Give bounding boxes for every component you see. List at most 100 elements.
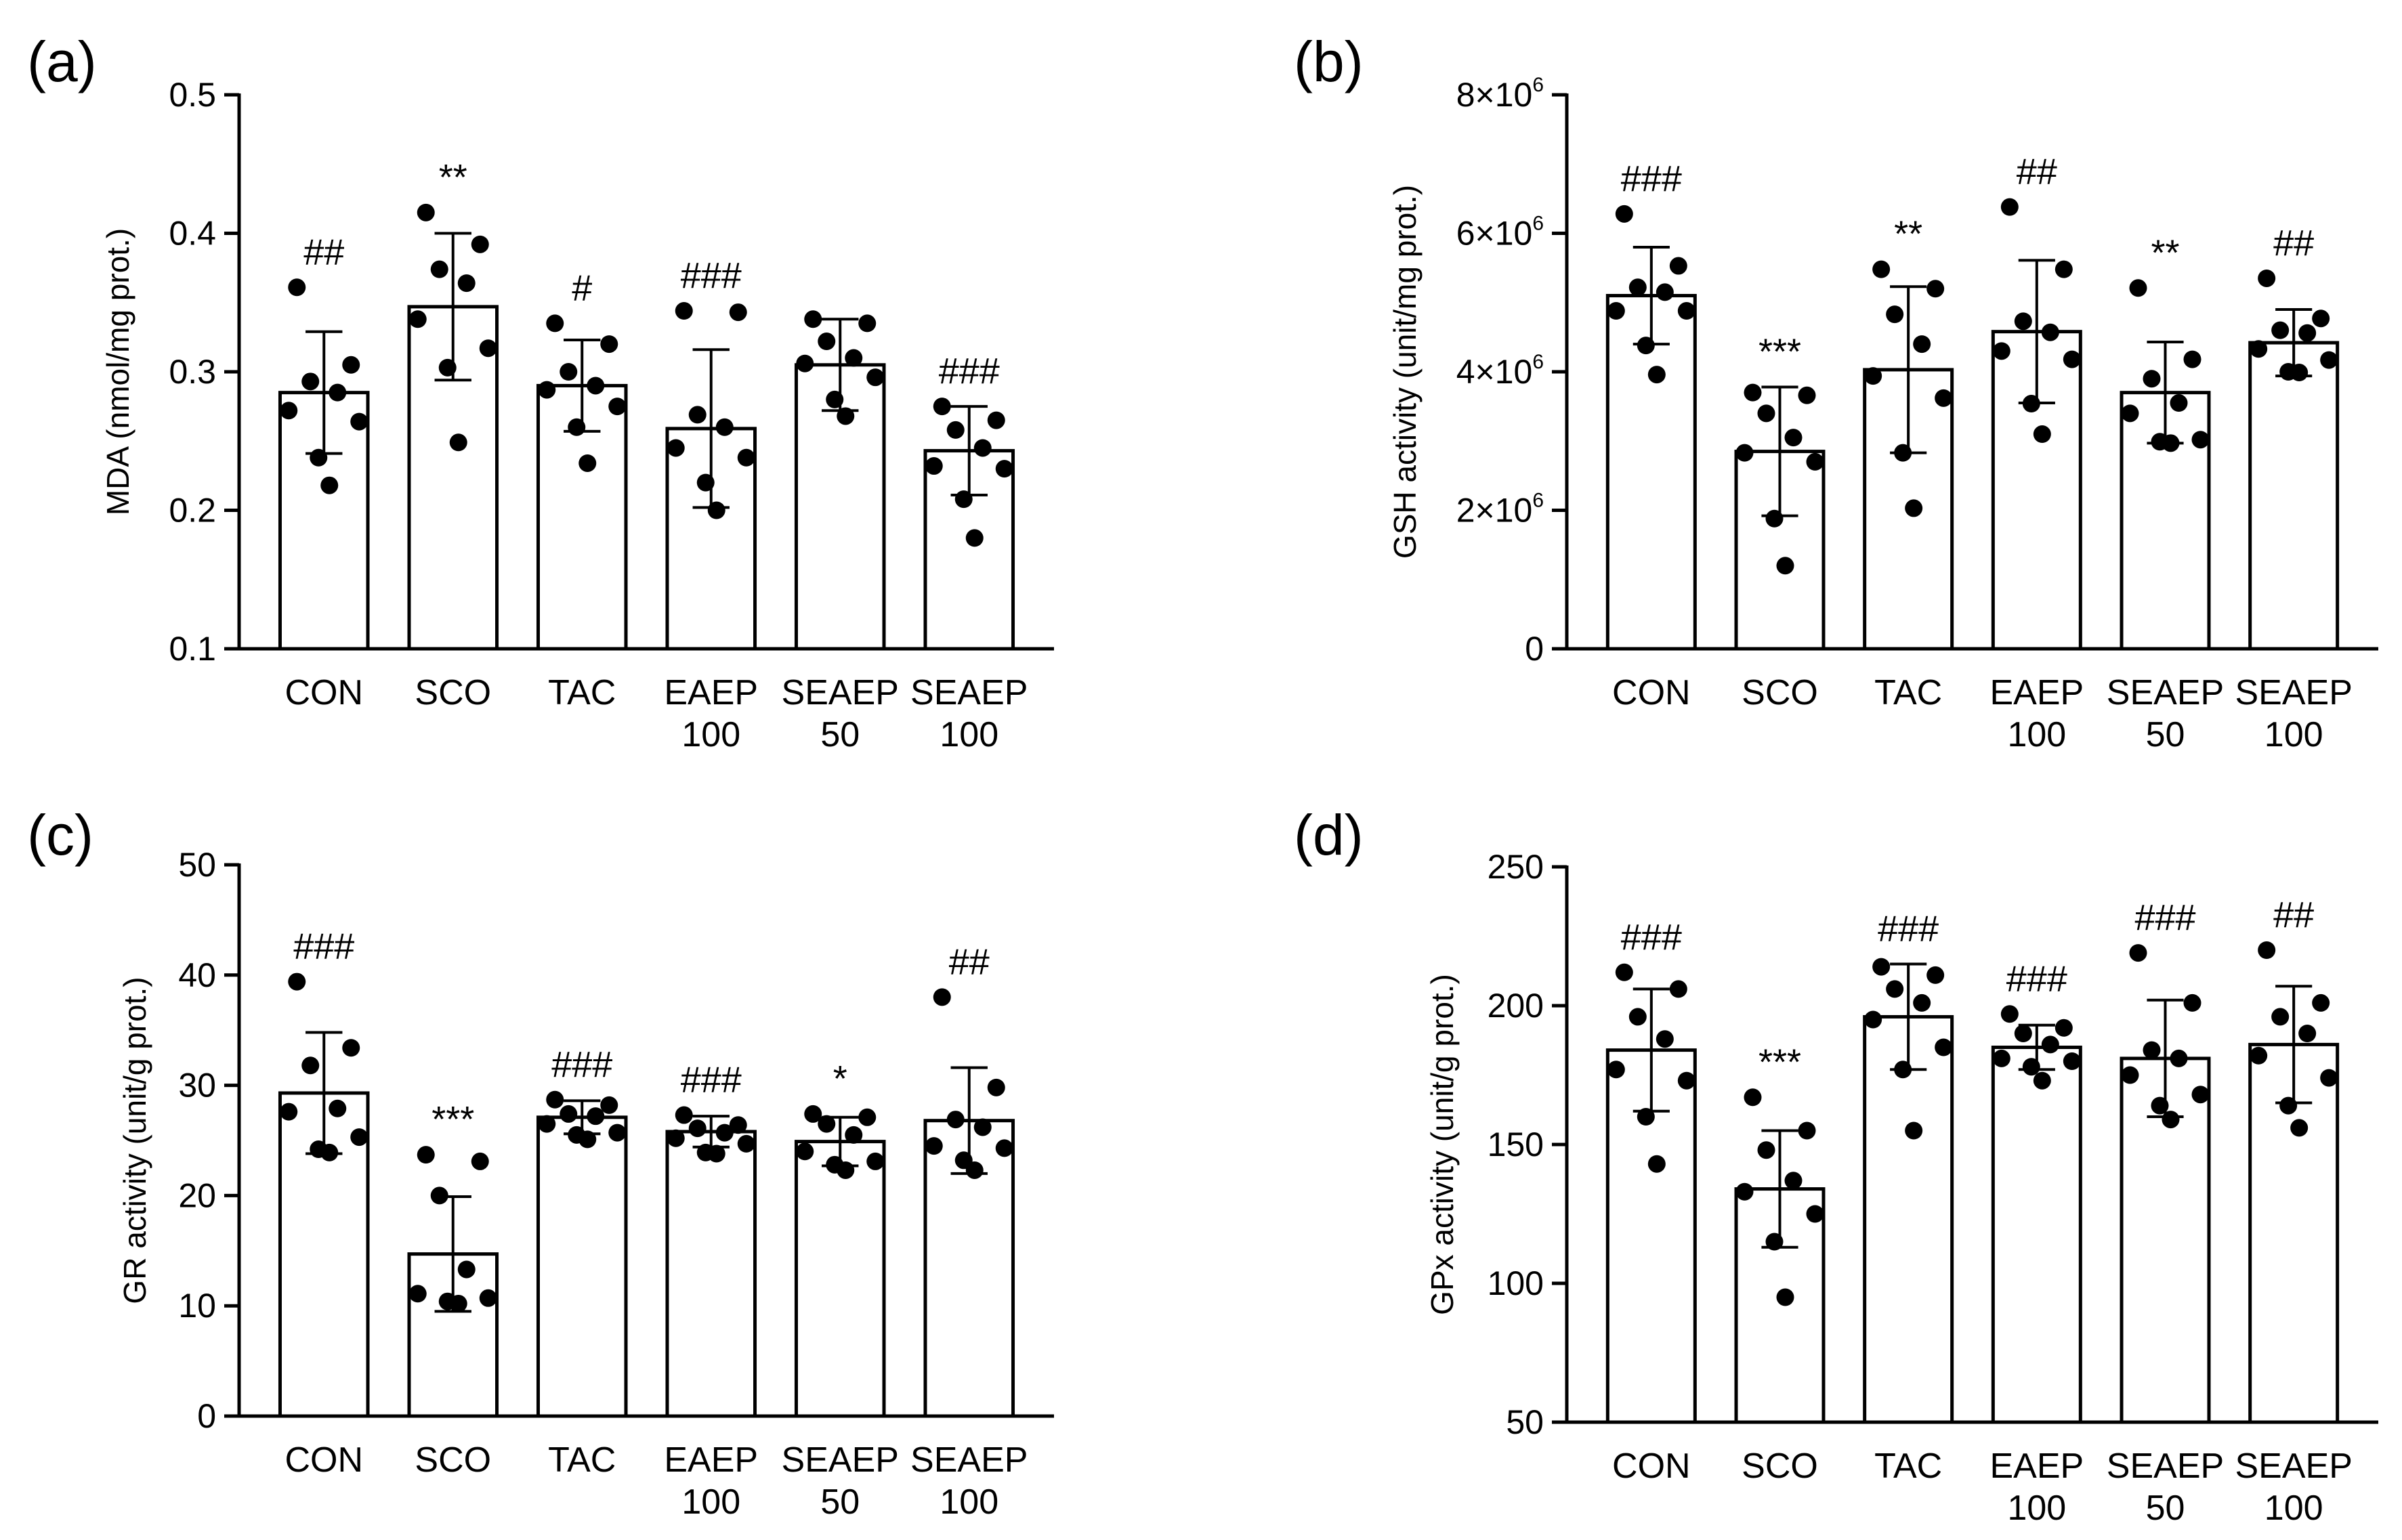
category-label-c-3-0: EAEP <box>664 1440 758 1480</box>
data-point-b-3-3 <box>2041 323 2059 341</box>
data-point-c-1-4 <box>408 1285 427 1303</box>
y-tick-label-c-0: 0 <box>197 1397 216 1435</box>
data-point-c-1-3 <box>457 1260 476 1279</box>
bar-d-2 <box>1863 1014 1954 1424</box>
data-point-c-1-7 <box>449 1294 467 1312</box>
category-label-b-4-0: SEAEP <box>2107 673 2224 712</box>
category-label-a-4-0: SEAEP <box>782 673 899 712</box>
data-point-a-3-4 <box>667 439 685 457</box>
data-point-b-3-6 <box>2022 395 2040 413</box>
significance-mark-c-2: ### <box>551 1044 612 1085</box>
y-tick-label-base: 4×10 <box>1456 353 1533 391</box>
data-point-a-0-4 <box>280 402 298 420</box>
significance-mark-d-2: ### <box>1878 909 1939 949</box>
data-point-b-1-3 <box>1784 429 1803 447</box>
data-point-b-2-6 <box>1894 444 1912 462</box>
data-point-a-3-5 <box>737 448 755 467</box>
data-point-d-2-5 <box>1935 1038 1953 1056</box>
data-point-a-0-2 <box>301 372 320 391</box>
data-point-c-3-3 <box>715 1124 734 1142</box>
data-point-d-0-1 <box>1669 980 1687 998</box>
significance-mark-a-0: ## <box>303 232 344 272</box>
data-point-d-3-2 <box>2014 1025 2032 1042</box>
data-point-b-0-2 <box>1628 278 1647 297</box>
category-label-d-2-0: TAC <box>1874 1447 1942 1486</box>
data-point-d-4-4 <box>2121 1066 2139 1084</box>
data-point-a-0-7 <box>320 476 339 494</box>
data-point-b-0-0 <box>1615 205 1633 223</box>
chart-panel-b: (b)GSH activity (unit/mg prot.)02×1064×1… <box>1294 30 2378 754</box>
data-point-a-3-6 <box>696 473 715 492</box>
data-point-a-3-0 <box>675 302 693 320</box>
significance-mark-b-4: ** <box>2151 232 2179 273</box>
data-point-d-5-6 <box>2279 1096 2298 1115</box>
category-label-b-2-0: TAC <box>1874 673 1942 712</box>
y-tick-label-a-4: 0.5 <box>169 76 216 114</box>
data-point-d-4-5 <box>2191 1086 2210 1104</box>
data-point-d-2-1 <box>1926 966 1945 984</box>
bar-c-5 <box>923 1119 1015 1418</box>
data-point-b-0-6 <box>1637 337 1655 355</box>
data-point-b-3-5 <box>2063 350 2081 368</box>
panel-label-c: (c) <box>27 803 93 867</box>
y-tick-label-c-1: 10 <box>178 1287 216 1325</box>
data-point-c-2-0 <box>546 1090 564 1109</box>
y-tick-label-exponent: 6 <box>1532 74 1544 96</box>
data-point-c-4-5 <box>866 1152 885 1170</box>
data-point-d-3-6 <box>2022 1058 2040 1076</box>
data-point-c-2-5 <box>608 1124 627 1142</box>
data-point-a-1-7 <box>449 433 467 452</box>
data-point-b-2-7 <box>1905 499 1923 517</box>
data-point-c-1-0 <box>417 1146 435 1164</box>
significance-mark-c-1: *** <box>431 1099 474 1140</box>
data-point-d-4-7 <box>2162 1111 2180 1129</box>
panel-label-d: (d) <box>1294 803 1364 867</box>
data-point-b-1-0 <box>1744 383 1762 402</box>
data-point-b-2-3 <box>1913 335 1931 354</box>
data-point-a-4-5 <box>866 368 885 387</box>
bar-c-2 <box>536 1115 628 1418</box>
data-point-a-5-1 <box>987 411 1005 429</box>
category-label-a-1-0: SCO <box>415 673 491 712</box>
category-label-a-3-0: EAEP <box>664 673 758 712</box>
significance-mark-c-4: * <box>833 1058 847 1099</box>
category-label-c-4-1: 50 <box>820 1482 860 1522</box>
data-point-a-2-5 <box>608 398 627 416</box>
data-point-c-3-7 <box>707 1145 725 1163</box>
category-label-d-4-0: SEAEP <box>2107 1447 2224 1486</box>
category-label-a-5-1: 100 <box>940 715 998 754</box>
data-point-d-0-2 <box>1628 1008 1647 1026</box>
data-point-a-5-0 <box>933 398 951 416</box>
data-point-c-4-4 <box>796 1142 814 1161</box>
significance-mark-d-5: ## <box>2273 895 2314 935</box>
data-point-a-2-2 <box>560 363 578 381</box>
data-point-c-0-7 <box>320 1143 339 1161</box>
significance-mark-b-5: ## <box>2273 223 2314 263</box>
data-point-d-3-5 <box>2063 1052 2081 1070</box>
data-point-d-4-1 <box>2183 993 2201 1012</box>
y-tick-label-d-2: 150 <box>1488 1126 1544 1163</box>
data-point-b-1-1 <box>1798 386 1816 404</box>
category-label-b-1-0: SCO <box>1742 673 1818 712</box>
significance-mark-a-5: ### <box>939 351 1000 391</box>
data-point-b-0-3 <box>1656 283 1674 301</box>
data-point-c-0-2 <box>301 1056 320 1075</box>
data-point-b-1-4 <box>1735 444 1754 462</box>
significance-mark-b-2: ** <box>1894 214 1922 255</box>
data-point-b-4-3 <box>2170 394 2188 412</box>
data-point-c-0-1 <box>342 1039 360 1057</box>
data-point-c-5-1 <box>987 1078 1005 1096</box>
y-tick-label-d-3: 200 <box>1488 987 1544 1025</box>
data-point-b-3-2 <box>2014 312 2032 330</box>
data-point-c-5-5 <box>995 1139 1013 1157</box>
category-label-d-0-0: CON <box>1612 1447 1691 1486</box>
data-point-b-0-1 <box>1669 257 1687 275</box>
category-label-c-4-0: SEAEP <box>782 1440 899 1480</box>
data-point-b-5-5 <box>2320 351 2338 369</box>
significance-mark-c-3: ### <box>681 1060 742 1100</box>
data-point-d-1-2 <box>1757 1141 1775 1159</box>
data-point-c-3-0 <box>675 1106 693 1124</box>
y-tick-label-b-2: 4×106 <box>1456 351 1544 391</box>
y-tick-label-base: 0 <box>1525 630 1544 668</box>
category-label-b-3-0: EAEP <box>1989 673 2084 712</box>
